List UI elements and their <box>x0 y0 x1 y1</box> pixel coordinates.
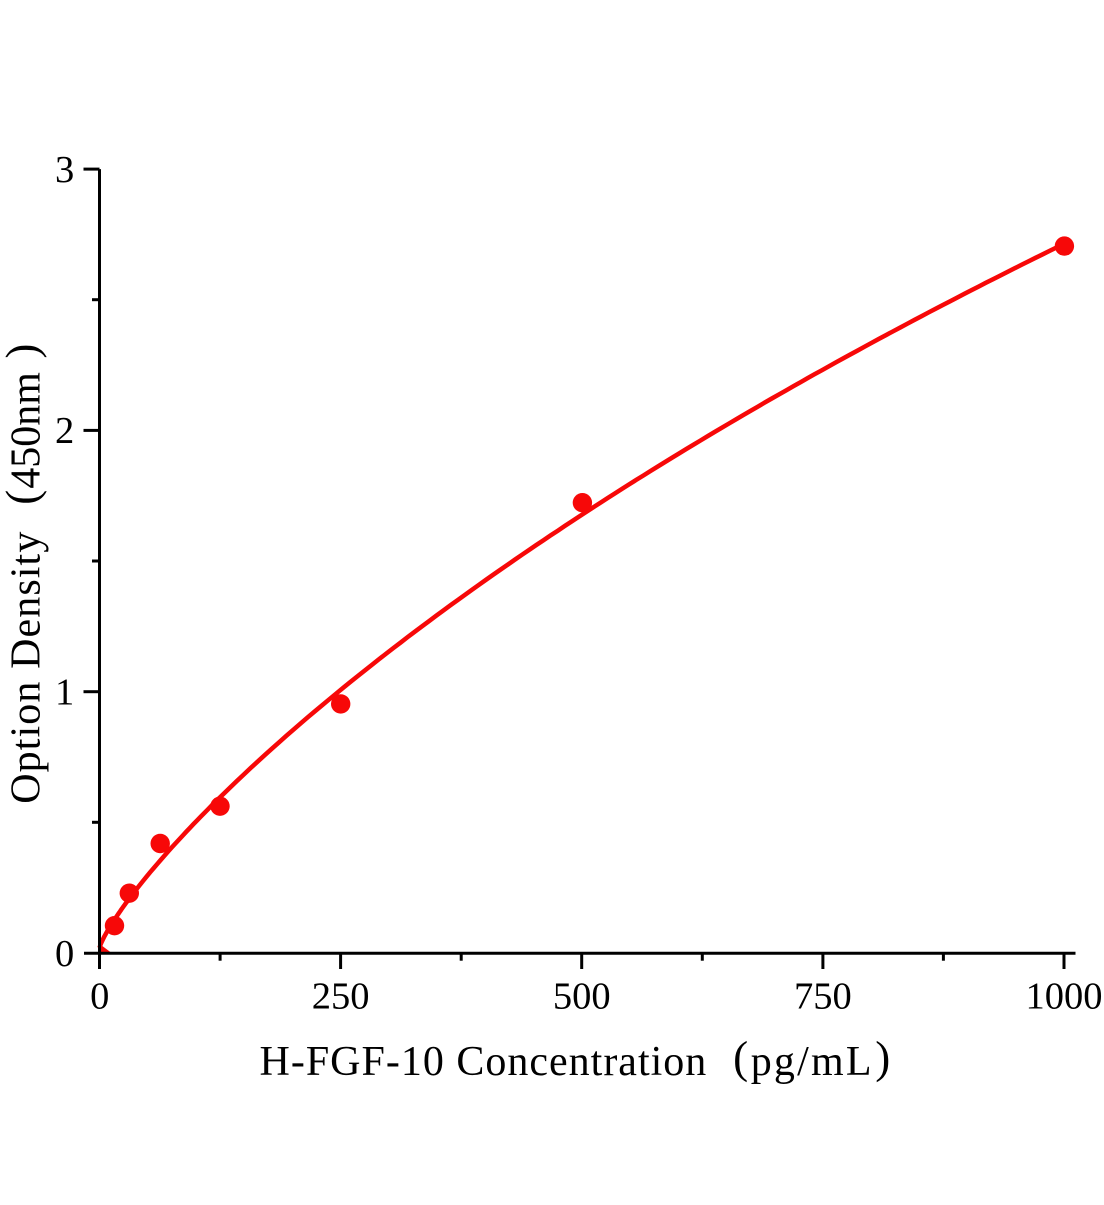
svg-text:500: 500 <box>553 976 611 1018</box>
svg-text:3: 3 <box>55 149 74 191</box>
svg-text:0: 0 <box>55 933 74 975</box>
svg-text:1000: 1000 <box>1026 976 1103 1018</box>
svg-text:2: 2 <box>55 410 74 452</box>
svg-text:1: 1 <box>55 671 74 713</box>
svg-text:750: 750 <box>794 976 852 1018</box>
svg-text:Option Density(450nm): Option Density(450nm) <box>0 344 50 804</box>
svg-text:H-FGF-10 Concentration(pg/mL): H-FGF-10 Concentration (pg/mL) <box>260 1033 891 1086</box>
svg-text:250: 250 <box>312 976 370 1018</box>
svg-text:0: 0 <box>90 976 109 1018</box>
